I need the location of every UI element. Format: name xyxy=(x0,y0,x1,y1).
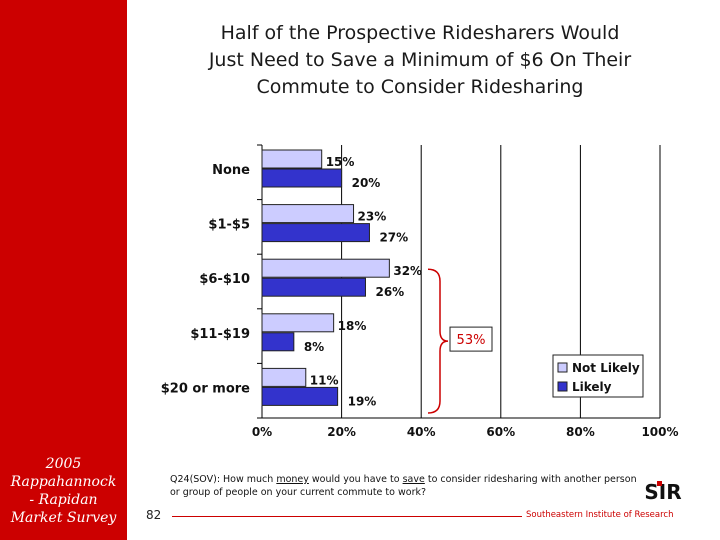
bar xyxy=(261,258,390,278)
bar xyxy=(261,204,355,224)
bar xyxy=(261,223,370,243)
footnote-underlined-save: save xyxy=(402,474,425,485)
annotation-bracket xyxy=(427,268,449,414)
footer-divider xyxy=(172,516,522,517)
data-label: 19% xyxy=(348,394,377,408)
data-label: 20% xyxy=(352,176,381,190)
survey-label-line: - Rapidan xyxy=(29,492,98,508)
survey-label-line: Rappahannock xyxy=(10,474,117,490)
title-line: Half of the Prospective Ridesharers Woul… xyxy=(220,22,620,44)
question-footnote: Q24(SOV): How much money would you have … xyxy=(170,473,640,499)
x-tick-label: 40% xyxy=(407,425,436,439)
category-label: $11-$19 xyxy=(190,327,250,342)
data-label: 32% xyxy=(393,264,422,278)
chart-title: Half of the Prospective Ridesharers Woul… xyxy=(140,20,700,101)
x-tick-label: 20% xyxy=(327,425,356,439)
bar xyxy=(261,332,295,352)
data-label: 15% xyxy=(326,155,355,169)
annotation-box xyxy=(449,326,493,352)
footnote-text: to consider ridesharing with another per… xyxy=(170,474,637,498)
footnote-text: would you have to xyxy=(308,474,403,485)
category-label: $20 or more xyxy=(161,381,250,396)
data-label: 27% xyxy=(379,231,408,245)
survey-label-line: 2005 xyxy=(45,456,82,472)
data-label: 11% xyxy=(310,373,339,387)
page-number: 82 xyxy=(146,508,162,522)
legend-swatch xyxy=(557,381,568,392)
bar xyxy=(261,367,307,387)
legend-label: Not Likely xyxy=(572,361,640,375)
x-tick-label: 60% xyxy=(486,425,515,439)
sir-logo-icon: SIR xyxy=(644,480,681,502)
x-tick-label: 0% xyxy=(252,425,272,439)
sidebar: 2005 Rappahannock - Rapidan Market Surve… xyxy=(0,0,127,540)
category-label: $6-$10 xyxy=(199,272,250,287)
bar xyxy=(261,386,339,406)
survey-label: 2005 Rappahannock - Rapidan Market Surve… xyxy=(0,455,127,527)
footnote-underlined-money: money xyxy=(276,474,309,485)
legend-box xyxy=(552,354,644,398)
x-tick-label: 80% xyxy=(566,425,595,439)
survey-label-line: Market Survey xyxy=(10,510,117,526)
data-label: 8% xyxy=(304,340,324,354)
logo-dot xyxy=(657,481,662,486)
bar xyxy=(261,168,343,188)
bar xyxy=(261,149,323,169)
bar xyxy=(261,277,366,297)
title-line: Just Need to Save a Minimum of $6 On The… xyxy=(208,49,632,71)
data-label: 18% xyxy=(338,319,367,333)
x-tick-label: 100% xyxy=(641,425,678,439)
logo-text: SIR xyxy=(644,480,681,502)
organization-name: Southeastern Institute of Research xyxy=(526,510,674,520)
category-label: $1-$5 xyxy=(208,218,250,233)
annotation-label: 53% xyxy=(457,333,486,348)
footnote-text: Q24(SOV): How much xyxy=(170,474,277,485)
legend-label: Likely xyxy=(572,380,612,394)
legend-swatch xyxy=(557,362,568,373)
category-label: None xyxy=(212,163,250,178)
bar xyxy=(261,313,335,333)
data-label: 23% xyxy=(358,210,387,224)
data-label: 26% xyxy=(375,285,404,299)
title-line: Commute to Consider Ridesharing xyxy=(256,76,584,98)
